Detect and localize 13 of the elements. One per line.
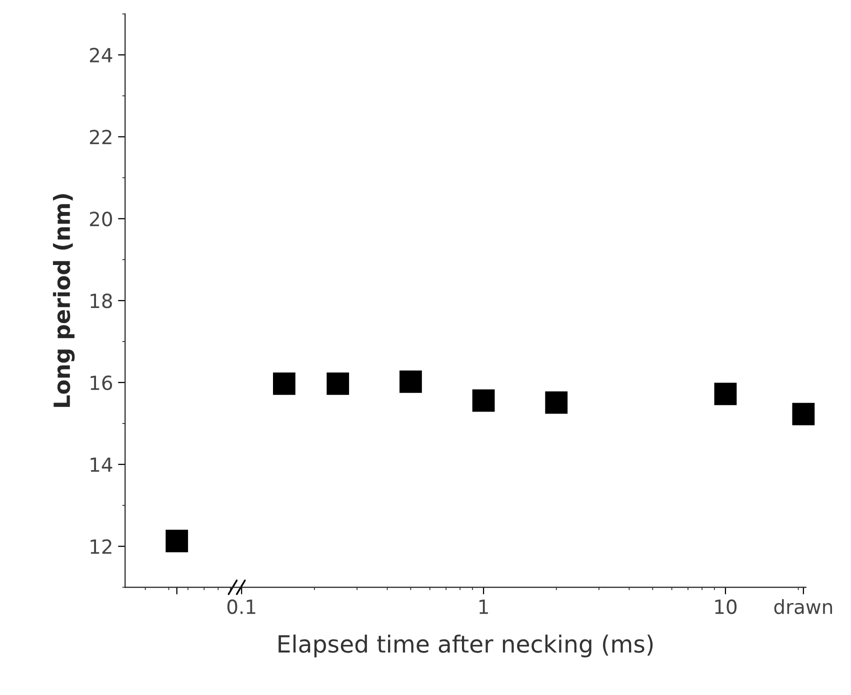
x-tick-label: 10 xyxy=(715,599,737,614)
y-tick-label: 16 xyxy=(90,375,112,390)
x-tick-label: 0.1 xyxy=(227,599,256,614)
y-tick-label: 18 xyxy=(90,294,112,308)
x-axis-title: Elapsed time after necking (ms) xyxy=(278,634,653,658)
y-tick-label: 12 xyxy=(90,539,112,554)
y-tick-label: 14 xyxy=(90,458,112,472)
y-tick-label: 20 xyxy=(90,212,112,226)
x-tick-label: drawn xyxy=(774,599,832,614)
y-tick-label: 24 xyxy=(90,48,112,62)
x-tick-label: 1 xyxy=(479,600,488,614)
y-tick-label: 22 xyxy=(90,130,112,144)
y-axis-title: Long period (nm) xyxy=(52,194,75,407)
